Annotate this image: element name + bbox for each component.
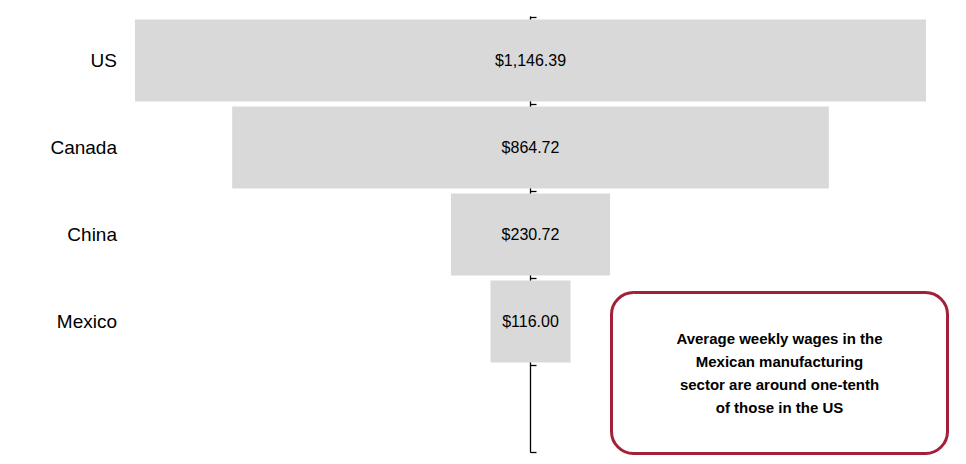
svg-text:$116.00: $116.00 — [502, 313, 559, 330]
svg-text:Mexico: Mexico — [57, 311, 117, 332]
svg-text:China: China — [67, 224, 117, 245]
svg-text:$1,146.39: $1,146.39 — [495, 52, 566, 69]
svg-text:US: US — [91, 50, 117, 71]
svg-text:Average weekly wages in the: Average weekly wages in the — [676, 330, 882, 347]
svg-text:of those in the US: of those in the US — [716, 399, 844, 416]
svg-text:$230.72: $230.72 — [502, 226, 560, 243]
svg-text:$864.72: $864.72 — [502, 139, 560, 156]
svg-text:Canada: Canada — [50, 137, 117, 158]
svg-text:Mexican manufacturing: Mexican manufacturing — [696, 353, 864, 370]
svg-text:sector are around one-tenth: sector are around one-tenth — [680, 376, 879, 393]
